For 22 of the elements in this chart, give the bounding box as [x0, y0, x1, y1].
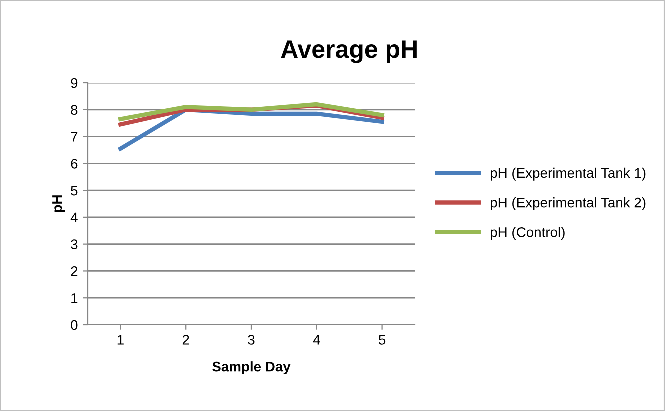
y-tick-label: 8: [71, 105, 78, 116]
legend-label: pH (Experimental Tank 1): [490, 168, 646, 181]
y-axis-title: pH: [52, 196, 65, 212]
line-series: [118, 102, 384, 122]
y-tick-label: 2: [71, 266, 78, 276]
x-axis-title: Sample Day: [212, 362, 291, 375]
x-tick-label: 4: [313, 335, 320, 345]
y-tick-label: 1: [72, 294, 78, 304]
legend-label: pH (Control): [490, 227, 565, 240]
y-tick-label: 3: [71, 240, 78, 250]
y-tick-label: 6: [71, 159, 78, 169]
legend-label: pH (Experimental Tank 2): [490, 198, 646, 210]
y-tick-label: 9: [71, 78, 78, 88]
y-tick-label: 7: [71, 132, 78, 142]
x-tick-label: 5: [378, 335, 386, 345]
y-tick-label: 4: [70, 212, 78, 222]
x-tick-label: 3: [248, 335, 255, 345]
y-tick-label: 0: [71, 320, 78, 330]
chart-title: Average pH: [281, 40, 417, 64]
x-tick-label: 2: [182, 335, 190, 345]
y-tick-label: 5: [71, 186, 78, 196]
x-tick-label: 1: [118, 335, 124, 345]
